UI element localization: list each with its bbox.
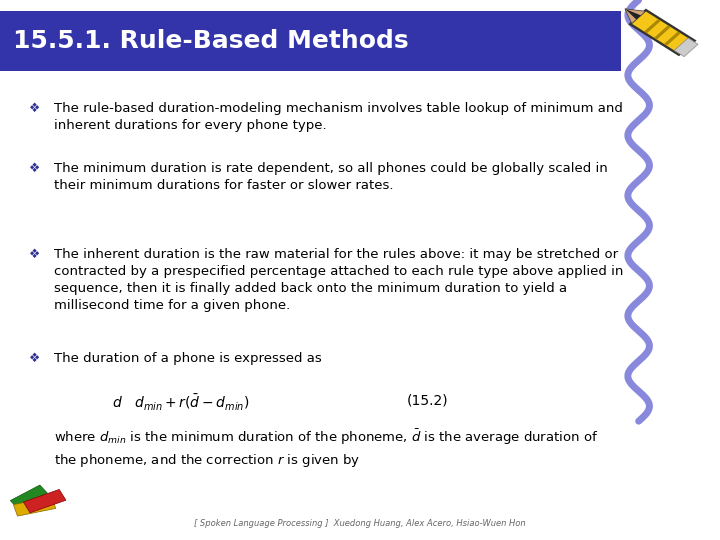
Polygon shape bbox=[629, 9, 696, 56]
Text: $d \quad d_{min} + r(\bar{d} - d_{min})$: $d \quad d_{min} + r(\bar{d} - d_{min})$ bbox=[112, 393, 249, 413]
Text: where $d_{min}$ is the minimum duration of the phoneme, $\bar{d}$ is the average: where $d_{min}$ is the minimum duration … bbox=[54, 428, 598, 469]
Text: ❖: ❖ bbox=[29, 102, 40, 114]
Polygon shape bbox=[654, 25, 671, 39]
Polygon shape bbox=[625, 9, 646, 24]
Polygon shape bbox=[644, 19, 661, 33]
Polygon shape bbox=[674, 38, 698, 57]
Polygon shape bbox=[631, 11, 693, 53]
Text: ❖: ❖ bbox=[29, 352, 40, 365]
Polygon shape bbox=[10, 485, 48, 509]
Text: ❖: ❖ bbox=[29, 162, 40, 175]
Text: The duration of a phone is expressed as: The duration of a phone is expressed as bbox=[54, 352, 322, 365]
Text: The minimum duration is rate dependent, so all phones could be globally scaled i: The minimum duration is rate dependent, … bbox=[54, 162, 608, 192]
Text: 15.5.1. Rule-Based Methods: 15.5.1. Rule-Based Methods bbox=[13, 29, 408, 53]
Text: (15.2): (15.2) bbox=[407, 393, 449, 407]
Polygon shape bbox=[23, 489, 66, 513]
Polygon shape bbox=[625, 9, 641, 19]
Polygon shape bbox=[664, 31, 680, 46]
Polygon shape bbox=[14, 497, 55, 516]
Text: The inherent duration is the raw material for the rules above: it may be stretch: The inherent duration is the raw materia… bbox=[54, 248, 624, 313]
Text: [ Spoken Language Processing ]  Xuedong Huang, Alex Acero, Hsiao-Wuen Hon: [ Spoken Language Processing ] Xuedong H… bbox=[194, 519, 526, 528]
FancyBboxPatch shape bbox=[0, 11, 621, 71]
Text: The rule-based duration-modeling mechanism involves table lookup of minimum and
: The rule-based duration-modeling mechani… bbox=[54, 102, 623, 132]
Text: ❖: ❖ bbox=[29, 248, 40, 261]
